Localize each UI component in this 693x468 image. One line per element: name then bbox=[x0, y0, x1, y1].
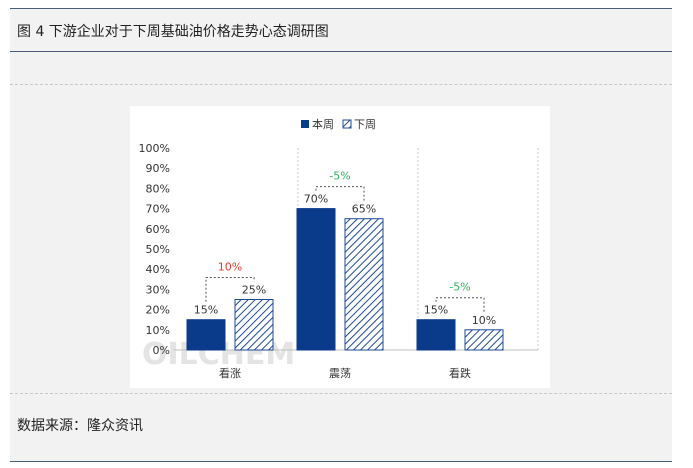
data-label: 15% bbox=[424, 304, 448, 317]
y-tick-label: 20% bbox=[146, 304, 170, 317]
data-label: 25% bbox=[242, 284, 266, 297]
chart-area: OILCHEM 0% 10% 20% 30% 40% 50% 60% 70% 80% 90% 100… bbox=[130, 106, 550, 388]
figure-title: 图 4 下游企业对于下周基础油价格走势心态调研图 bbox=[17, 24, 329, 40]
y-tick-label: 0% bbox=[153, 344, 170, 357]
divider-bottom bbox=[10, 393, 672, 394]
legend-label-this-week: 本周 bbox=[312, 117, 334, 131]
legend-label-next-week: 下周 bbox=[354, 118, 376, 131]
legend-swatch-this-week bbox=[301, 120, 309, 128]
y-tick-label: 40% bbox=[146, 263, 170, 276]
bar-chart: OILCHEM 0%10%20%30%40%50%60%70%80%90%100… bbox=[139, 117, 539, 380]
data-label: 70% bbox=[304, 193, 328, 206]
bar-next-week bbox=[234, 299, 274, 351]
bar-this-week bbox=[296, 208, 336, 351]
figure-frame: 图 4 下游企业对于下周基础油价格走势心态调研图 OILCHEM 0% 10% 20… bbox=[10, 8, 672, 462]
y-tick-label: 60% bbox=[146, 223, 170, 236]
change-label: -5% bbox=[329, 170, 350, 183]
title-bar: 图 4 下游企业对于下周基础油价格走势心态调研图 bbox=[10, 9, 672, 52]
y-tick-label: 100% bbox=[139, 142, 170, 155]
x-category-label: 震荡 bbox=[329, 367, 351, 380]
x-category-label: 看涨 bbox=[219, 366, 241, 380]
data-label: 65% bbox=[352, 203, 376, 216]
x-category-label: 看跌 bbox=[449, 366, 471, 380]
change-bracket bbox=[315, 186, 365, 201]
bar-this-week bbox=[416, 319, 456, 351]
data-label: 15% bbox=[194, 304, 218, 317]
y-tick-label: 80% bbox=[146, 182, 170, 195]
change-bracket bbox=[205, 277, 255, 302]
data-label: 10% bbox=[472, 314, 496, 327]
bar-next-week bbox=[464, 329, 504, 351]
change-label: -5% bbox=[449, 281, 470, 294]
bar-next-week bbox=[344, 218, 384, 351]
y-tick-label: 30% bbox=[146, 283, 170, 296]
bar-this-week bbox=[186, 319, 226, 351]
y-tick-label: 50% bbox=[146, 243, 170, 256]
data-source: 数据来源：隆众资讯 bbox=[17, 418, 143, 434]
legend-swatch-next-week bbox=[342, 119, 352, 129]
y-tick-label: 70% bbox=[146, 203, 170, 216]
y-tick-label: 10% bbox=[146, 324, 170, 337]
y-tick-label: 90% bbox=[146, 162, 170, 175]
change-label: 10% bbox=[218, 261, 242, 274]
divider-top bbox=[10, 84, 672, 85]
change-bracket bbox=[435, 297, 485, 312]
